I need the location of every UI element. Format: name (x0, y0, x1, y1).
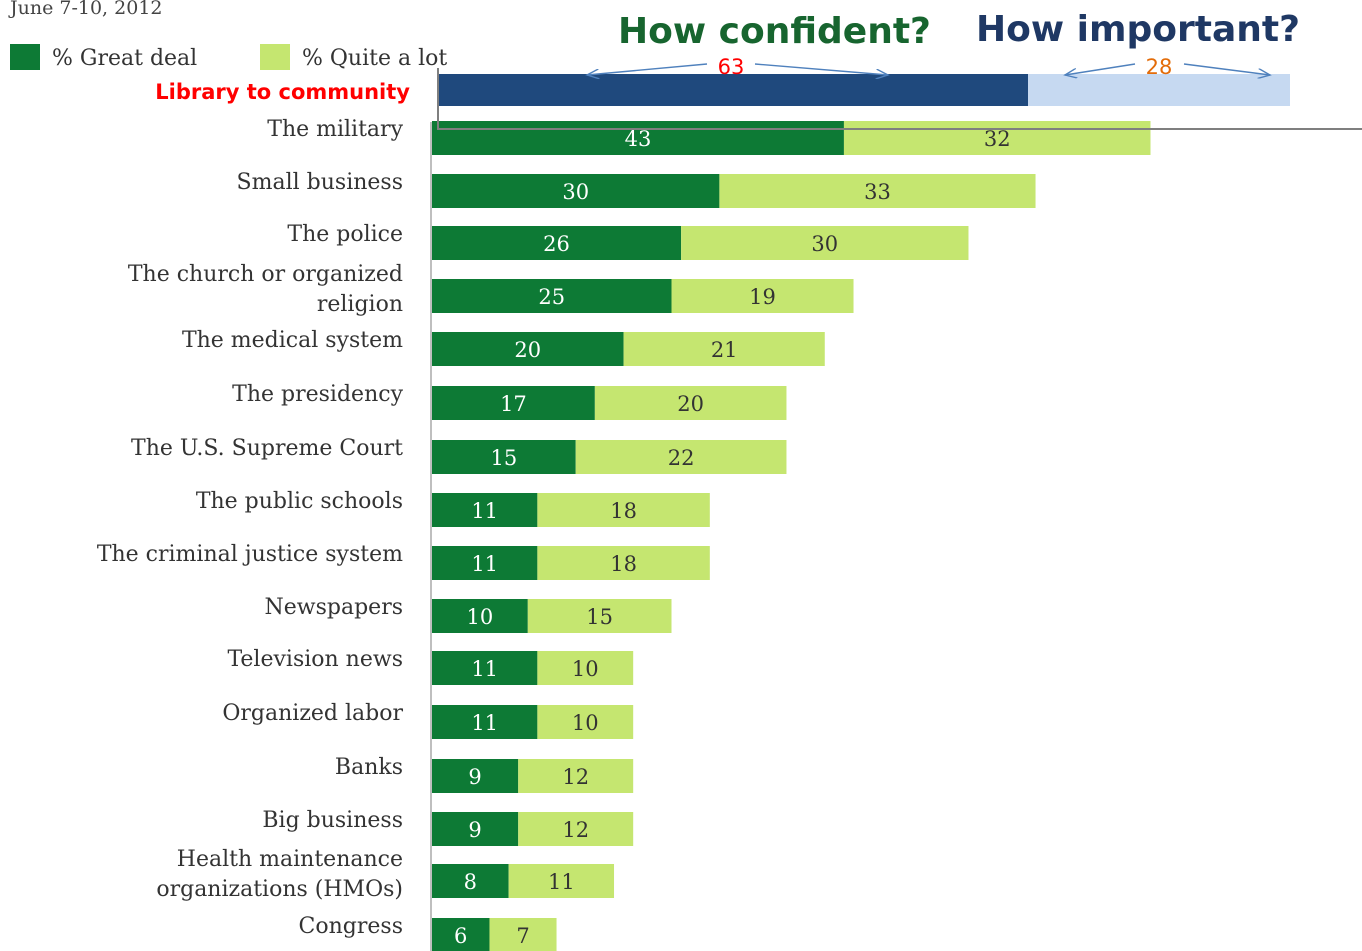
bar-great-deal (432, 493, 538, 527)
value-label-quite-a-lot: 22 (668, 446, 695, 470)
bar-quite-a-lot (575, 440, 787, 474)
value-label-quite-a-lot: 7 (516, 924, 529, 948)
category-label: The medical system (182, 328, 403, 353)
bar-quite-a-lot (518, 812, 634, 846)
category-label: The public schools (196, 489, 403, 514)
legend-swatch-great-deal (10, 44, 40, 70)
bar-quite-a-lot (537, 546, 710, 580)
value-label-quite-a-lot: 11 (548, 870, 575, 894)
bar-great-deal (432, 759, 519, 793)
value-label-great-deal: 17 (500, 392, 527, 416)
legend-label-great-deal: % Great deal (52, 46, 197, 71)
bar-great-deal (432, 705, 538, 739)
important-left-arrow (1065, 63, 1136, 75)
value-label-quite-a-lot: 10 (572, 711, 599, 735)
bar-quite-a-lot (719, 174, 1036, 208)
bar-great-deal (432, 226, 682, 260)
value-label-great-deal: 43 (625, 127, 652, 151)
date-text: June 7-10, 2012 (8, 0, 163, 19)
bar-great-deal (432, 812, 519, 846)
library-bar-label: Library to community (155, 80, 410, 104)
value-label-great-deal: 9 (468, 765, 481, 789)
bar-great-deal (432, 332, 624, 366)
value-label-quite-a-lot: 20 (677, 392, 704, 416)
bar-great-deal (432, 440, 576, 474)
value-label-great-deal: 8 (464, 870, 477, 894)
category-label: The U.S. Supreme Court (131, 436, 403, 461)
bar-great-deal (432, 599, 528, 633)
bar-quite-a-lot (594, 386, 787, 420)
category-label: Organized labor (222, 701, 403, 726)
confident-left-arrow (587, 63, 708, 75)
bar-quite-a-lot (843, 121, 1151, 155)
value-label-quite-a-lot: 15 (586, 605, 613, 629)
category-label: Television news (227, 647, 403, 672)
value-label-great-deal: 11 (471, 657, 498, 681)
category-label: Newspapers (265, 595, 404, 620)
library-confident-bar (438, 74, 1028, 106)
bar-great-deal (432, 279, 672, 313)
value-label-great-deal: 11 (471, 552, 498, 576)
value-label-quite-a-lot: 33 (864, 180, 891, 204)
value-label-great-deal: 6 (454, 924, 467, 948)
bar-quite-a-lot (671, 279, 854, 313)
title-how-confident: How confident? (618, 11, 931, 52)
category-label: Health maintenance organizations (HMOs) (156, 847, 403, 902)
value-label-quite-a-lot: 12 (562, 765, 589, 789)
confident-right-arrow (754, 63, 888, 75)
bar-quite-a-lot (537, 651, 634, 685)
bar-great-deal (432, 864, 509, 898)
value-label-great-deal: 10 (467, 605, 494, 629)
category-label: The military (267, 117, 403, 142)
value-label-quite-a-lot: 19 (749, 285, 776, 309)
category-label: Small business (237, 170, 403, 195)
value-label-quite-a-lot: 12 (562, 818, 589, 842)
category-label: Big business (262, 808, 403, 833)
category-label: Banks (335, 755, 403, 780)
value-label-quite-a-lot: 10 (572, 657, 599, 681)
library-important-bar (1028, 74, 1290, 106)
bar-quite-a-lot (537, 705, 634, 739)
library-confident-value: 63 (718, 55, 745, 79)
library-important-value: 28 (1146, 55, 1173, 79)
value-label-great-deal: 15 (490, 446, 517, 470)
category-label: The criminal justice system (97, 542, 403, 567)
value-label-great-deal: 26 (543, 232, 570, 256)
value-label-great-deal: 25 (538, 285, 565, 309)
title-how-important: How important? (976, 9, 1300, 50)
bar-quite-a-lot (623, 332, 825, 366)
bar-quite-a-lot (681, 226, 969, 260)
legend-label-quite-a-lot: % Quite a lot (302, 46, 447, 71)
bar-great-deal (432, 174, 720, 208)
bars-group: The military 43 32 Small business 30 33 The po… (97, 117, 1151, 951)
value-label-great-deal: 20 (514, 338, 541, 362)
value-label-quite-a-lot: 18 (610, 552, 637, 576)
category-label: The church or organized religion (128, 262, 403, 317)
bar-quite-a-lot (489, 918, 557, 951)
value-label-quite-a-lot: 32 (984, 127, 1011, 151)
important-right-arrow (1183, 63, 1270, 75)
bar-great-deal (432, 546, 538, 580)
bar-quite-a-lot (527, 599, 672, 633)
value-label-quite-a-lot: 30 (811, 232, 838, 256)
bar-great-deal (432, 918, 490, 951)
bar-quite-a-lot (508, 864, 615, 898)
value-label-quite-a-lot: 18 (610, 499, 637, 523)
legend-swatch-quite-a-lot (260, 44, 290, 70)
category-label: The presidency (232, 382, 403, 407)
category-label: The police (287, 222, 403, 247)
value-label-quite-a-lot: 21 (711, 338, 738, 362)
bar-quite-a-lot (518, 759, 634, 793)
bar-great-deal (432, 386, 595, 420)
bar-quite-a-lot (537, 493, 710, 527)
bar-great-deal (432, 121, 844, 155)
value-label-great-deal: 11 (471, 499, 498, 523)
value-label-great-deal: 11 (471, 711, 498, 735)
value-label-great-deal: 30 (562, 180, 589, 204)
category-label: Congress (299, 914, 403, 939)
bar-great-deal (432, 651, 538, 685)
value-label-great-deal: 9 (468, 818, 481, 842)
